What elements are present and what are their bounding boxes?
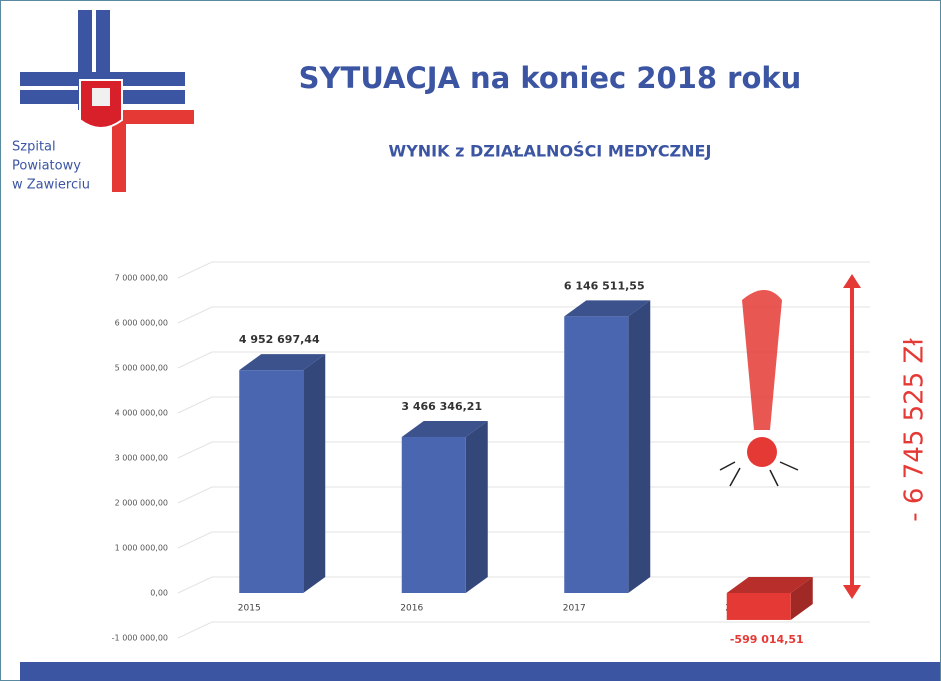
bar [402,437,466,593]
y-tick-label: 6 000 000,00 [115,319,168,328]
bar [239,370,303,593]
y-tick-label: 4 000 000,00 [115,409,168,418]
logo-text: w Zawierciu [12,178,90,193]
y-tick-label: 2 000 000,00 [115,499,168,508]
x-tick-label: 2017 [563,604,586,614]
value-label: -599 014,51 [730,633,804,646]
chart-subtitle: WYNIK z DZIAŁALNOŚCI MEDYCZNEJ [389,142,712,161]
y-tick-label: 1 000 000,00 [115,544,168,553]
value-label: 3 466 346,21 [401,400,482,413]
bar [564,316,628,593]
value-label: 4 952 697,44 [239,333,320,346]
footer-band [20,662,940,681]
y-tick-label: 0,00 [150,589,168,598]
logo-text: Powiatowy [12,159,81,174]
annotation: - 6 745 525 Zł [900,338,930,522]
y-tick-label: 5 000 000,00 [115,364,168,373]
bar-side [466,421,488,593]
x-tick-label: 2016 [400,604,423,614]
bar-side [303,354,325,593]
logo-text: Szpital [12,140,56,155]
value-label: 6 146 511,55 [564,279,645,292]
y-tick-label: 3 000 000,00 [115,454,168,463]
chart-title: SYTUACJA na koniec 2018 roku [299,61,802,95]
x-tick-label: 2015 [238,604,261,614]
y-tick-label: -1 000 000,00 [112,634,168,643]
page: Szpital Powiatowy w Zawierciu SYTUACJA n… [0,0,941,681]
bar-side [628,300,650,593]
bar [727,593,791,620]
y-tick-label: 7 000 000,00 [115,274,168,283]
